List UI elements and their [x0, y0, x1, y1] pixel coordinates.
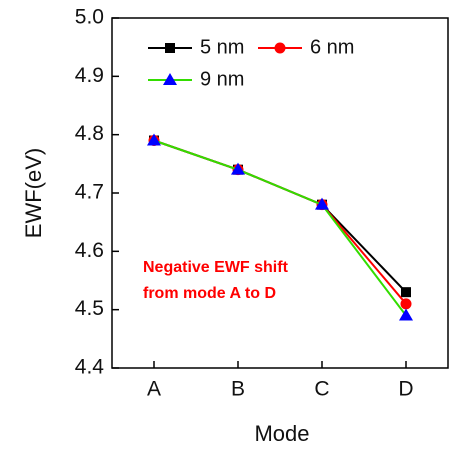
marker: [399, 308, 413, 321]
annotation: from mode A to D: [143, 285, 276, 302]
y-tick-label: 4.8: [75, 122, 104, 145]
marker: [231, 162, 245, 175]
y-tick-label: 5.0: [75, 6, 104, 29]
legend-label: 6 nm: [310, 36, 354, 58]
legend-marker: [274, 42, 286, 54]
y-tick-label: 4.9: [75, 64, 104, 87]
legend-marker: [165, 43, 175, 53]
legend-label: 9 nm: [200, 68, 244, 90]
marker: [315, 197, 329, 210]
marker: [147, 133, 161, 146]
y-tick-label: 4.5: [75, 297, 104, 320]
y-tick-label: 4.4: [75, 356, 105, 379]
legend-marker: [163, 73, 177, 85]
x-axis-label: Mode: [254, 421, 309, 446]
plot-frame: [111, 17, 449, 369]
marker: [401, 287, 411, 298]
marker: [400, 298, 412, 310]
x-tick-label: C: [314, 378, 329, 401]
x-tick-label: A: [147, 378, 161, 401]
series-line: [153, 139, 407, 305]
x-tick-label: D: [398, 378, 413, 401]
y-tick-label: 4.6: [75, 239, 104, 262]
legend-label: 5 nm: [200, 36, 244, 58]
y-axis-label: EWF(eV): [21, 148, 46, 238]
y-tick-label: 4.7: [75, 181, 104, 204]
series-line: [153, 139, 407, 317]
annotation: Negative EWF shift: [143, 259, 289, 276]
x-tick-label: B: [231, 378, 245, 401]
